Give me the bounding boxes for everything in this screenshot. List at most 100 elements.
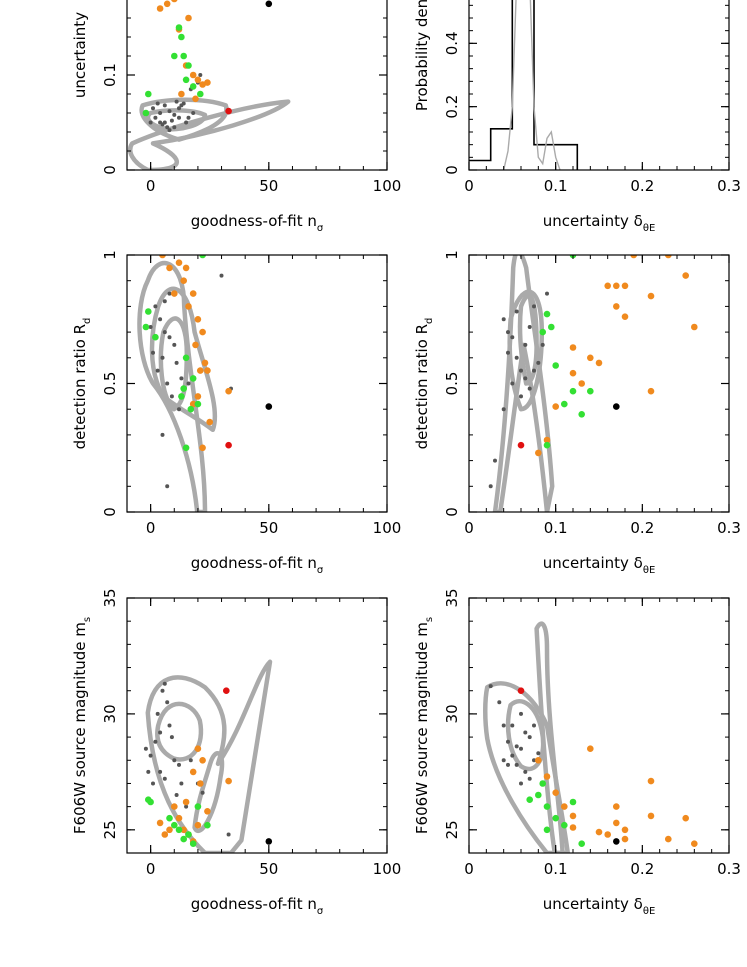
x-tick-label: 0.2 [630, 860, 654, 878]
data-point-grey [545, 291, 549, 296]
data-point-grey [532, 758, 536, 763]
data-point-grey [519, 711, 523, 716]
data-point-orange [161, 831, 169, 838]
plot-area [143, 659, 273, 853]
data-point-green [561, 821, 568, 829]
data-point-green [180, 52, 187, 60]
data-point-green [147, 798, 154, 806]
x-axis-label: uncertainty δθE [543, 895, 656, 917]
data-point-orange [569, 369, 577, 377]
data-point-grey [165, 700, 170, 705]
data-point-grey [198, 73, 203, 77]
data-point-orange [194, 316, 202, 323]
plot-area [469, 0, 579, 170]
x-tick-label: 0 [464, 519, 474, 537]
data-point-grey [532, 723, 536, 728]
data-point-grey [151, 781, 155, 786]
data-point-grey [532, 304, 536, 309]
data-point-green [142, 109, 150, 117]
data-point-green [189, 83, 197, 90]
data-point-orange [225, 387, 232, 395]
data-point-orange [199, 328, 206, 336]
data-point-grey [177, 762, 181, 767]
data-point-green [569, 798, 577, 806]
contour-line [139, 97, 229, 142]
data-point-grey [188, 758, 193, 763]
data-point-grey [158, 769, 163, 774]
data-point-grey [493, 458, 497, 463]
data-point-grey [514, 309, 519, 314]
y-axis-label: uncertainty [71, 12, 89, 98]
data-point-orange [621, 282, 629, 290]
data-point-green [552, 814, 559, 822]
data-point-grey [158, 317, 163, 322]
data-point-black [265, 403, 273, 410]
data-point-green [145, 90, 152, 98]
histogram-step [469, 0, 579, 170]
data-point-black [613, 403, 620, 410]
data-point-orange [159, 255, 166, 259]
data-point-green [145, 308, 152, 315]
x-tick-label: 0 [146, 177, 156, 195]
data-point-orange [647, 292, 655, 300]
data-point-green [189, 840, 197, 847]
data-point-grey [506, 350, 510, 355]
data-point-red [225, 107, 232, 115]
data-point-orange [185, 303, 192, 310]
data-point-grey [527, 386, 532, 391]
data-point-orange [569, 812, 577, 820]
x-tick-label: 0 [146, 860, 156, 878]
data-point-orange [175, 814, 183, 822]
data-point-grey [186, 115, 191, 120]
data-point-orange [199, 757, 206, 764]
data-point-orange [192, 341, 199, 349]
data-point-green [548, 323, 555, 331]
x-axis-label-sub: θE [643, 565, 655, 576]
data-point-grey [191, 111, 196, 115]
data-point-grey [172, 342, 177, 347]
data-point-grey [165, 125, 170, 130]
data-point-orange [206, 418, 213, 426]
x-tick-label: 50 [259, 177, 278, 195]
data-point-orange [225, 777, 232, 785]
data-point-grey [155, 368, 160, 373]
data-point-orange [197, 367, 204, 374]
contour-line [137, 260, 208, 512]
data-point-grey [169, 394, 174, 399]
data-point-grey [523, 769, 528, 774]
data-point-orange [189, 400, 197, 408]
y-tick-label: 1 [443, 250, 461, 260]
data-point-orange [163, 0, 171, 8]
data-point-red [223, 687, 230, 694]
x-tick-label: 0 [464, 177, 474, 195]
y-tick-label: 0 [101, 507, 119, 517]
data-point-green [197, 90, 204, 98]
data-point-black [613, 838, 620, 845]
data-point-green [539, 780, 546, 787]
data-point-grey [523, 730, 528, 735]
contour-line [155, 701, 204, 762]
data-point-green [199, 255, 206, 259]
data-point-orange [185, 14, 192, 22]
x-tick-label: 0.2 [630, 177, 654, 195]
data-point-green [175, 826, 183, 834]
data-point-grey [167, 291, 172, 296]
data-point-grey [172, 125, 177, 130]
data-point-grey [162, 776, 167, 781]
data-point-orange [543, 773, 551, 780]
data-point-grey [501, 407, 506, 412]
data-point-red [517, 687, 525, 694]
contour-line [145, 659, 273, 853]
data-point-green [526, 796, 533, 803]
data-point-grey [160, 688, 165, 693]
data-point-orange [613, 803, 620, 810]
axes-frame [468, 597, 730, 854]
data-point-grey [527, 325, 532, 329]
data-point-green [180, 835, 187, 843]
data-point-grey [158, 120, 163, 125]
data-point-orange [665, 835, 672, 843]
data-point-green [189, 375, 197, 382]
data-point-orange [204, 79, 211, 86]
data-point-orange [194, 393, 202, 400]
data-point-grey [488, 684, 493, 689]
